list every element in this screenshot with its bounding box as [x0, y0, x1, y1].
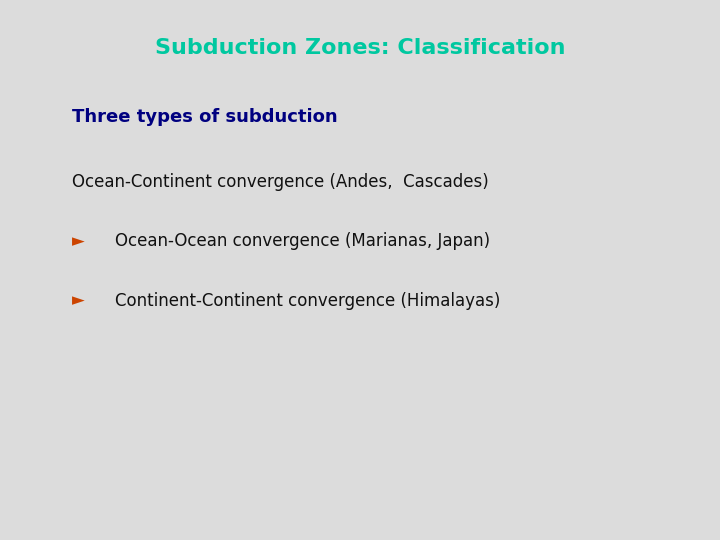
Text: Three types of subduction: Three types of subduction — [72, 108, 338, 126]
Text: Subduction Zones: Classification: Subduction Zones: Classification — [155, 38, 565, 58]
Text: Ocean-Ocean convergence (Marianas, Japan): Ocean-Ocean convergence (Marianas, Japan… — [115, 232, 490, 250]
Text: ►: ► — [72, 292, 85, 309]
Text: Continent-Continent convergence (Himalayas): Continent-Continent convergence (Himalay… — [115, 292, 500, 309]
Text: ►: ► — [72, 232, 85, 250]
Text: Ocean-Continent convergence (Andes,  Cascades): Ocean-Continent convergence (Andes, Casc… — [72, 173, 489, 191]
